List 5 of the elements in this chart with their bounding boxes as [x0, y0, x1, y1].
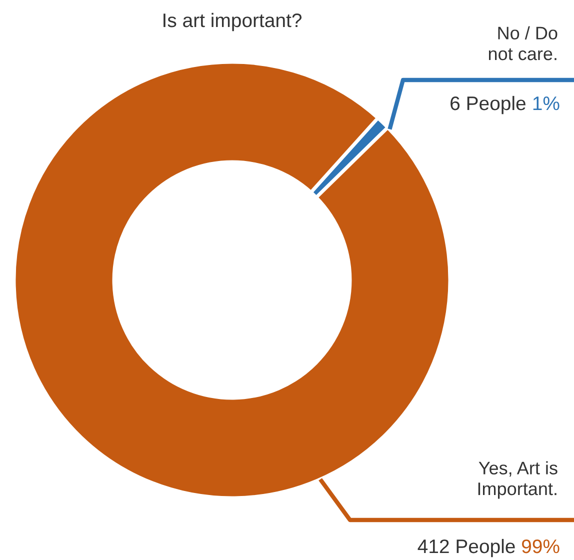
chart-title: Is art important?	[164, 12, 302, 32]
data-label: 412 People 99%	[418, 538, 560, 558]
slice-label: Yes, Art is Important.	[478, 461, 558, 499]
slice-label: No / Do not care.	[488, 26, 558, 60]
data-label: 6 People 1%	[450, 96, 560, 114]
